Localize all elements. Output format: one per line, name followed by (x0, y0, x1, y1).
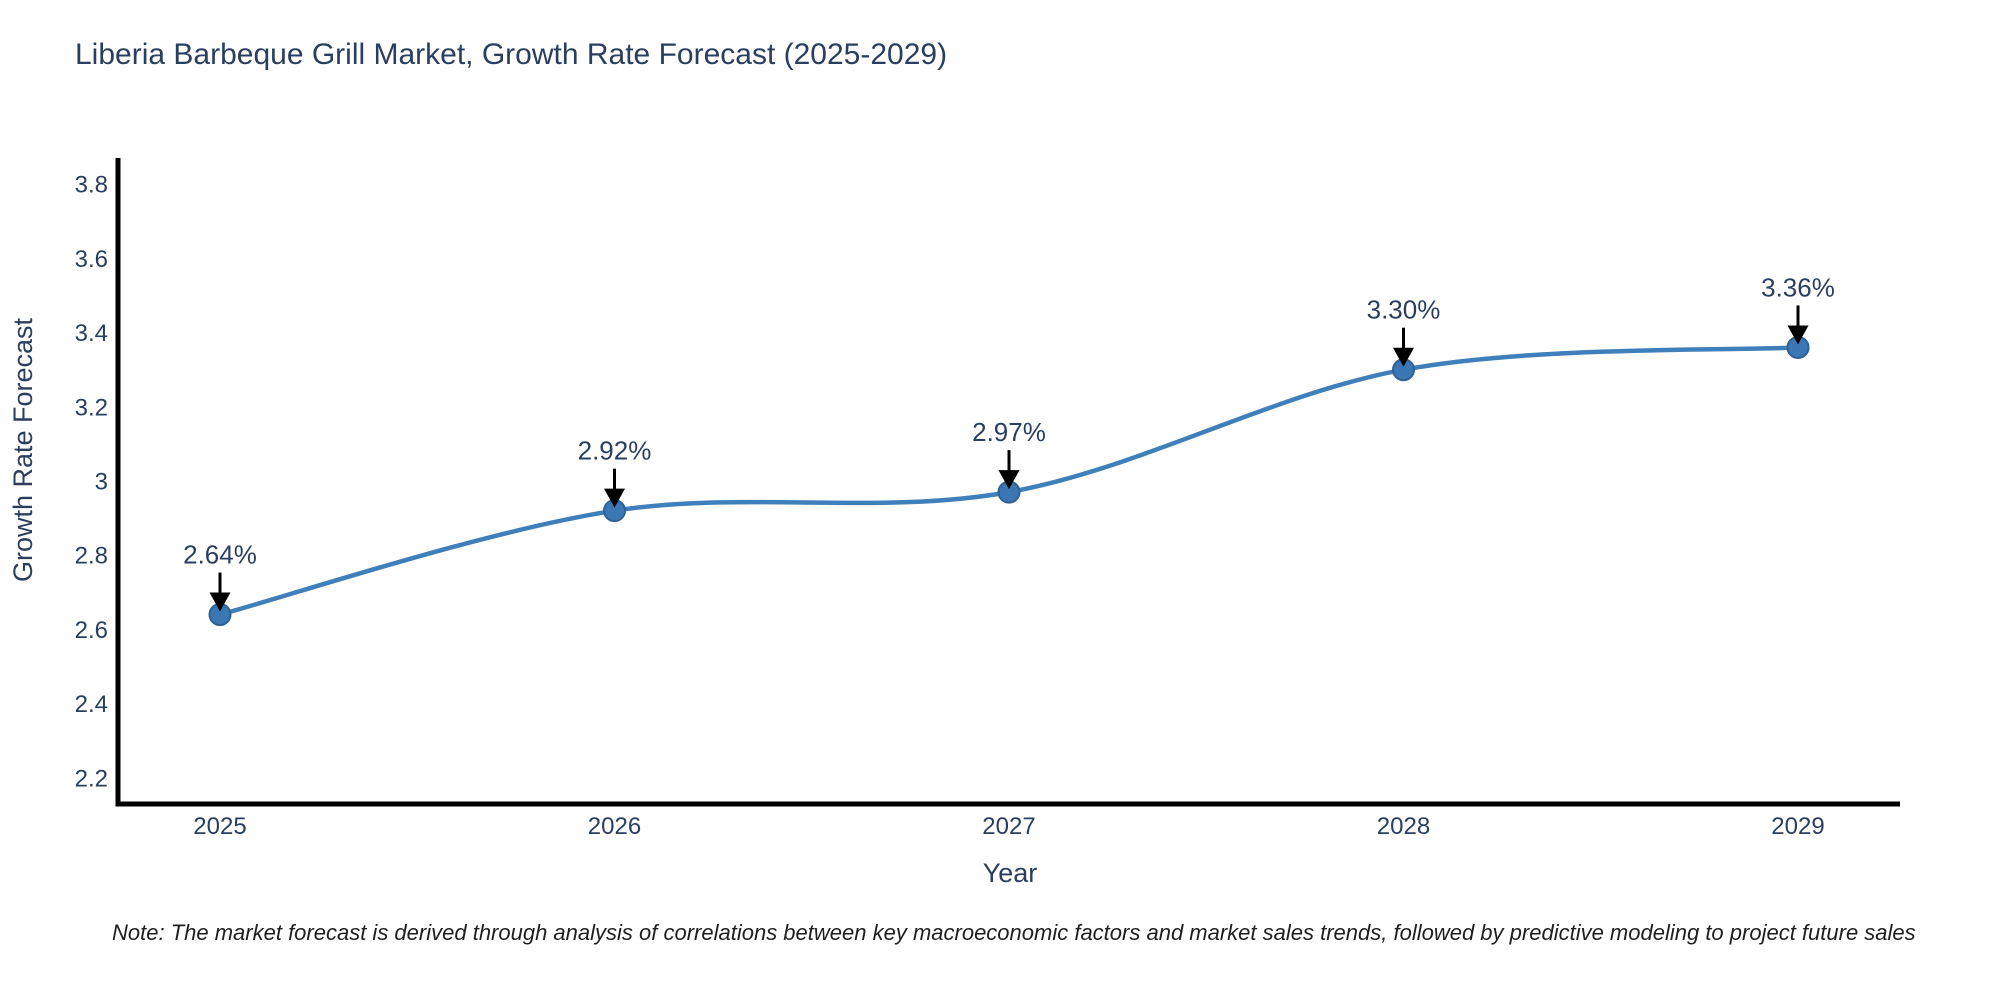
chart-title: Liberia Barbeque Grill Market, Growth Ra… (75, 38, 948, 71)
y-tick-label: 3.6 (75, 246, 108, 273)
x-tick-label: 2025 (193, 813, 246, 840)
y-tick-label: 3.4 (75, 320, 108, 347)
data-point-annotations: 2.64% 2.92% 2.97% 3.30% 3.36% (183, 272, 1835, 612)
y-axis-tick-labels: 2.2 2.4 2.6 2.8 3 3.2 3.4 3.6 3.8 (75, 172, 108, 793)
annotation-arrowhead-icon (1787, 325, 1809, 345)
y-tick-label: 2.4 (75, 691, 108, 718)
x-tick-label: 2028 (1377, 813, 1430, 840)
data-point-value-label: 2.97% (972, 417, 1046, 447)
x-tick-label: 2029 (1771, 813, 1824, 840)
x-axis-tick-labels: 2025 2026 2027 2028 2029 (193, 813, 1824, 840)
annotation-arrowhead-icon (209, 592, 231, 612)
y-tick-label: 2.8 (75, 543, 108, 570)
y-tick-label: 2.2 (75, 765, 108, 792)
footnote: Note: The market forecast is derived thr… (112, 920, 1916, 945)
y-tick-label: 2.6 (75, 617, 108, 644)
y-tick-label: 3.2 (75, 394, 108, 421)
x-tick-label: 2026 (588, 813, 641, 840)
data-point-value-label: 2.64% (183, 540, 257, 570)
annotation-arrowhead-icon (998, 470, 1020, 490)
data-point-value-label: 3.36% (1761, 272, 1835, 302)
y-tick-label: 3.8 (75, 172, 108, 199)
y-axis-title: Growth Rate Forecast (8, 317, 38, 582)
data-point-value-label: 2.92% (578, 436, 652, 466)
y-tick-label: 3 (95, 469, 108, 496)
x-tick-label: 2027 (982, 813, 1035, 840)
data-point-value-label: 3.30% (1367, 295, 1441, 325)
x-axis-title: Year (983, 858, 1038, 888)
annotation-arrowhead-icon (1393, 347, 1414, 367)
annotation-arrowhead-icon (604, 488, 625, 508)
